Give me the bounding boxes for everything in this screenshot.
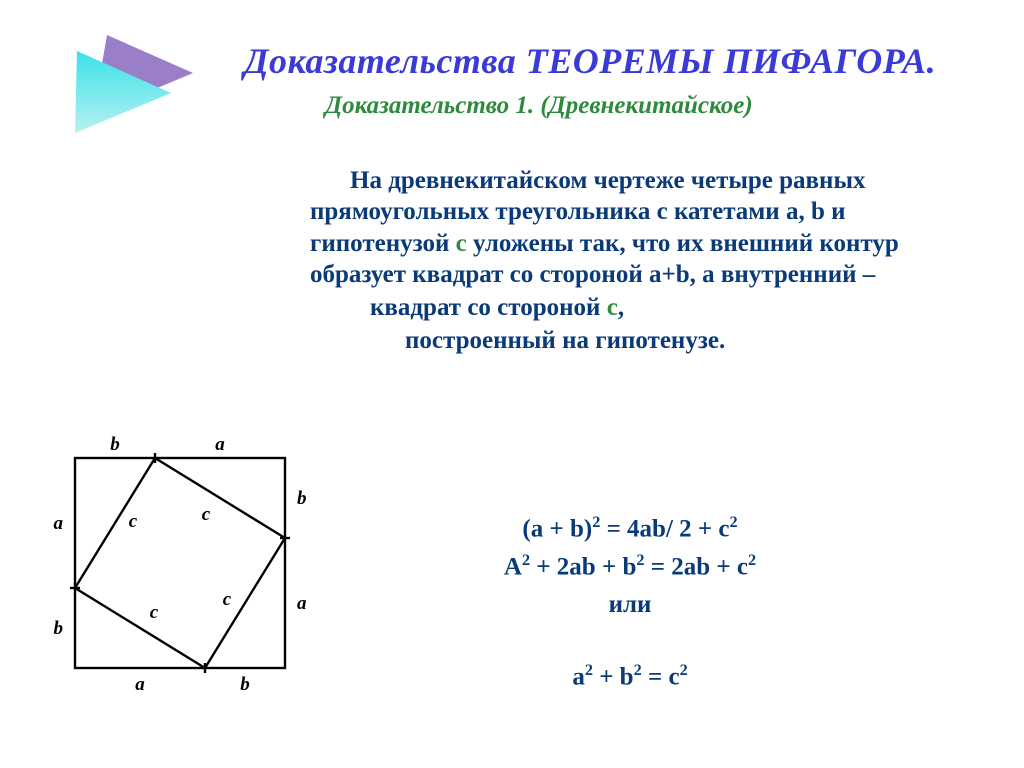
equation-1: (a + b)2 = 4ab/ 2 + c2	[355, 510, 905, 549]
svg-text:b: b	[297, 488, 307, 509]
proof-paragraph: На древнекитайском чертеже четыре равных…	[310, 165, 960, 357]
svg-text:a: a	[297, 593, 307, 614]
pythagoras-diagram: b a b a a b a b c c c c	[20, 418, 330, 728]
slide-title: Доказательства ТЕОРЕМЫ ПИФАГОРА.	[180, 40, 1000, 82]
svg-text:b: b	[240, 674, 250, 695]
equation-3: a2 + b2 = c2	[355, 658, 905, 697]
svg-text:a: a	[215, 434, 225, 455]
svg-text:c: c	[223, 589, 232, 610]
svg-text:a: a	[54, 513, 64, 534]
slide-logo	[75, 35, 195, 140]
inner-square-line: квадрат со стороной с,	[370, 292, 960, 323]
equation-or: или	[355, 586, 905, 625]
equation-2: A2 + 2ab + b2 = 2ab + c2	[355, 548, 905, 587]
svg-text:c: c	[202, 504, 211, 525]
slide-subtitle: Доказательство 1. (Древнекитайское)	[325, 92, 975, 120]
svg-text:b: b	[110, 434, 120, 455]
svg-text:c: c	[150, 602, 159, 623]
svg-text:c: c	[129, 511, 138, 532]
hypotenuse-line: построенный на гипотенузе.	[405, 325, 960, 356]
svg-text:b: b	[54, 618, 64, 639]
svg-text:a: a	[135, 674, 145, 695]
